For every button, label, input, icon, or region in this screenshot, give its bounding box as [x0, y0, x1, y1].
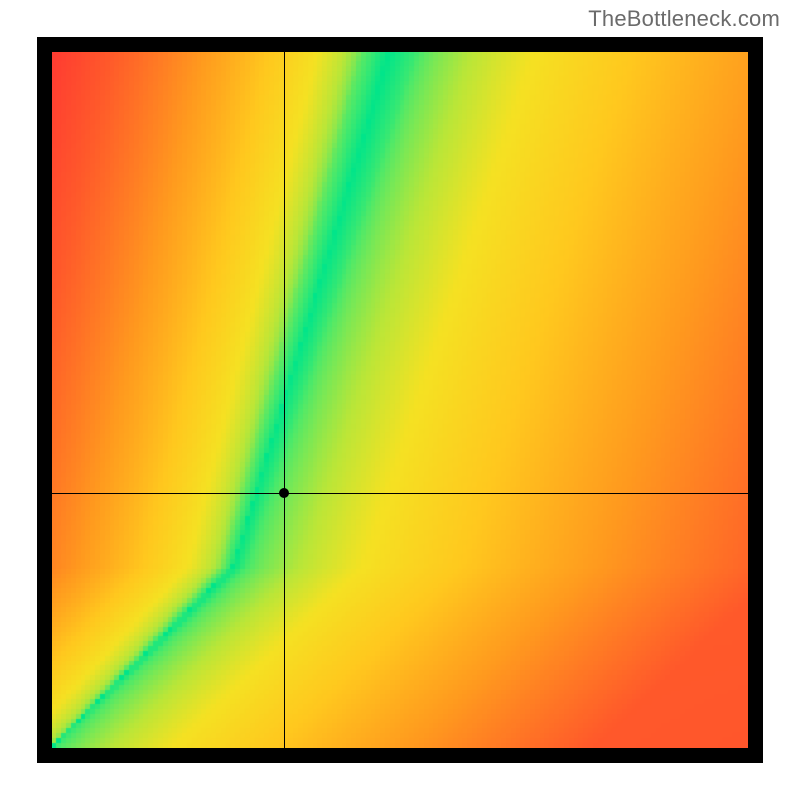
chart-frame	[37, 37, 763, 763]
crosshair-vertical	[284, 52, 285, 748]
marker-dot	[279, 488, 289, 498]
watermark-text: TheBottleneck.com	[588, 6, 780, 32]
heatmap-plot	[52, 52, 748, 748]
crosshair-horizontal	[52, 493, 748, 494]
